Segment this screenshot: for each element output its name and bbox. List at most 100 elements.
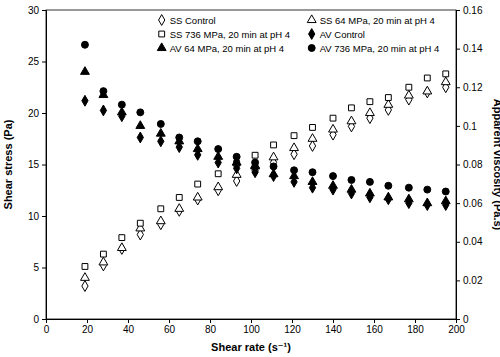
point	[99, 257, 108, 265]
point	[214, 182, 223, 190]
point	[366, 178, 373, 185]
point	[195, 181, 201, 187]
tick: 60	[164, 319, 176, 335]
point	[309, 141, 315, 152]
tick-label: 60	[164, 324, 176, 335]
tick-mark	[456, 126, 460, 127]
point	[441, 77, 450, 85]
point	[291, 133, 297, 139]
point	[81, 41, 88, 48]
legend-symbol	[307, 15, 316, 23]
y-axis-title: Shear stress (Pa)	[2, 119, 14, 209]
plot-frame	[46, 10, 456, 319]
point	[406, 84, 412, 90]
tick-mark	[169, 319, 170, 323]
point	[215, 146, 222, 153]
tick: 0.16	[456, 5, 483, 16]
tick-label: 20	[28, 108, 40, 119]
tick-label: 25	[28, 56, 40, 67]
legend-item: SS Control	[159, 15, 216, 26]
point	[291, 167, 298, 174]
point	[252, 152, 258, 158]
legend-label: AV 736 MPa, 20 min at pH 4	[320, 43, 440, 54]
tick: 160	[366, 319, 383, 335]
tick-mark	[456, 49, 460, 50]
point	[158, 136, 164, 147]
plot-area: 0204060801001201401601802000510152025300…	[28, 5, 483, 335]
point	[137, 220, 143, 226]
tick: 10	[28, 211, 46, 222]
point	[194, 138, 201, 145]
tick-mark	[456, 203, 460, 204]
point	[158, 206, 164, 212]
point	[100, 105, 106, 116]
y2-axis-title: Apparent viscosity (Pa.s)	[492, 99, 500, 231]
point	[347, 184, 356, 192]
series	[82, 82, 449, 292]
tick-label: 20	[82, 324, 94, 335]
legend-symbol	[157, 43, 166, 51]
tick-label: 40	[123, 324, 135, 335]
tick-mark	[456, 10, 460, 11]
point	[118, 101, 125, 108]
legend-label: SS 64 MPa, 20 min at pH 4	[320, 15, 435, 26]
point	[443, 71, 449, 77]
tick-mark	[456, 165, 460, 166]
tick-mark	[333, 319, 334, 323]
legend: SS Control SS 64 MPa, 20 min at pH 4 SS 73…	[157, 15, 439, 54]
tick-label: 200	[448, 324, 465, 335]
tick-label: 120	[284, 324, 301, 335]
point	[119, 235, 125, 241]
x-axis: 020406080100120140160180200	[44, 319, 466, 335]
tick-mark	[374, 319, 375, 323]
point	[308, 177, 317, 185]
point	[367, 99, 373, 105]
legend-label: AV 64 MPa, 20 min at pH 4	[170, 43, 284, 54]
tick-label: 0.16	[463, 5, 483, 16]
legend-label: AV Control	[320, 29, 365, 40]
point	[271, 142, 277, 148]
tick-label: 0.1	[463, 121, 477, 132]
tick-label: 10	[28, 211, 40, 222]
point	[137, 132, 143, 143]
tick: 0	[44, 319, 50, 335]
series	[81, 41, 449, 195]
tick-label: 0	[463, 314, 469, 325]
legend-item: SS 736 MPa, 20 min at pH 4	[159, 29, 290, 40]
tick: 0	[456, 314, 469, 325]
point	[423, 86, 432, 94]
point	[384, 192, 393, 200]
tick-mark	[456, 242, 460, 243]
point	[156, 128, 165, 136]
point	[156, 216, 165, 224]
point	[137, 109, 144, 116]
point	[290, 143, 299, 151]
tick-label: 0.08	[463, 159, 483, 170]
point	[117, 243, 126, 251]
tick: 0.06	[456, 198, 483, 209]
x-axis-title: Shear rate (s⁻¹)	[211, 341, 291, 353]
tick: 40	[123, 319, 135, 335]
tick-label: 140	[325, 324, 342, 335]
tick-mark	[42, 10, 46, 11]
point	[404, 194, 413, 202]
legend-symbol	[308, 45, 315, 52]
tick-label: 0	[33, 314, 39, 325]
tick-label: 5	[33, 262, 39, 273]
legend-label: SS 736 MPa, 20 min at pH 4	[170, 29, 290, 40]
point	[215, 171, 221, 177]
legend-item: AV Control	[309, 29, 365, 40]
tick: 120	[284, 319, 301, 335]
point	[441, 196, 450, 204]
tick-mark	[42, 216, 46, 217]
legend-label: SS Control	[170, 15, 216, 26]
point	[309, 169, 316, 176]
tick: 180	[407, 319, 424, 335]
tick-label: 0.14	[463, 43, 483, 54]
point	[424, 186, 431, 193]
marks	[81, 41, 451, 291]
point	[347, 116, 356, 124]
point	[100, 251, 106, 257]
tick: 20	[82, 319, 94, 335]
point	[424, 75, 430, 81]
